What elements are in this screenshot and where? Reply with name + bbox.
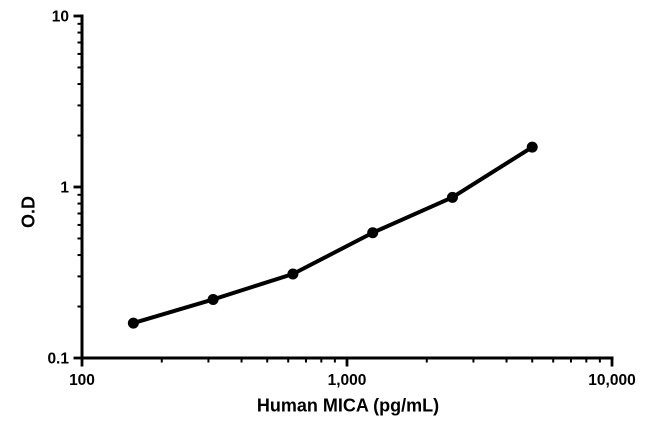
x-tick-label: 100 bbox=[69, 372, 95, 389]
data-point bbox=[127, 317, 139, 329]
data-point bbox=[287, 268, 299, 280]
y-tick-label: 0.1 bbox=[47, 351, 69, 368]
y-axis-title: O.D bbox=[18, 195, 39, 229]
data-point bbox=[526, 141, 538, 153]
x-tick-label: 10,000 bbox=[588, 372, 635, 389]
x-axis-title: Human MICA (pg/mL) bbox=[256, 395, 440, 416]
x-tick-label: 1,000 bbox=[328, 372, 367, 389]
y-tick-label: 10 bbox=[52, 9, 69, 26]
standard-curve-line bbox=[131, 145, 535, 326]
data-point bbox=[367, 227, 379, 239]
data-point bbox=[446, 191, 458, 203]
y-tick-label: 1 bbox=[60, 180, 69, 197]
data-point bbox=[207, 293, 219, 305]
